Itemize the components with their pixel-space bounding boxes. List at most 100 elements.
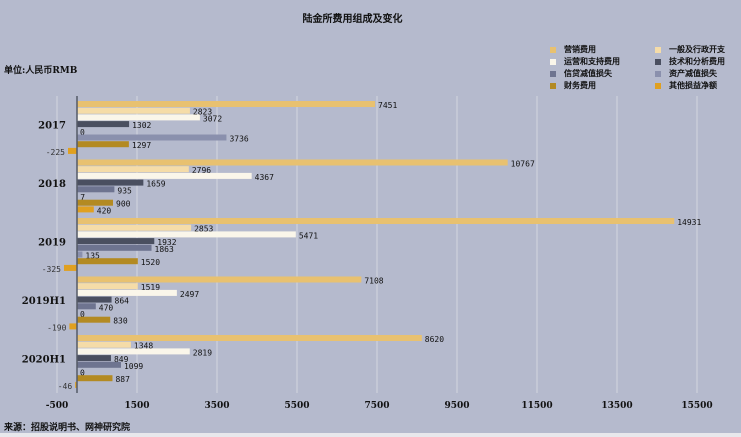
bar [77,199,113,206]
legend: 营销费用 一般及行政开支运营和支持费用 技术和分析费用信贷减值损失 资产减值损失财务费… [550,44,740,91]
data-label: 7451 [378,101,397,110]
bar [69,323,77,330]
data-label: 0 [80,369,85,378]
legend-item: 技术和分析费用 [655,56,740,67]
data-label: 470 [99,303,114,312]
bar [77,121,130,128]
x-tick-label: 7500 [364,401,389,411]
data-label: -46 [58,382,73,391]
data-label: 2497 [180,290,199,299]
data-label: 3072 [203,114,222,123]
x-tick-label: -500 [46,401,69,411]
data-label: 1297 [132,141,151,150]
legend-item: 其他损益净额 [655,80,740,91]
frame-border [0,433,741,437]
legend-item: 运营和支持费用 [550,56,655,67]
legend-label: 其他损益净额 [669,80,717,90]
legend-label: 运营和支持费用 [564,56,620,66]
data-label: 1099 [124,362,143,371]
bar [77,224,192,231]
bar [77,206,94,213]
bar [77,134,227,141]
data-label: 935 [117,186,132,195]
bar [77,335,422,341]
x-tick-label: 1500 [124,401,149,411]
bar [75,381,77,388]
legend-label: 信贷减值损失 [564,68,612,78]
x-tick-label: 9500 [444,401,469,411]
x-tick-label: 3500 [204,401,229,411]
data-label: 887 [115,375,130,384]
category-label: 2017 [38,120,66,131]
bar [77,283,138,290]
legend-item: 信贷减值损失 [550,68,655,79]
data-label: 14931 [677,218,701,227]
data-label: 1519 [141,283,160,292]
x-tick-label: 15500 [681,401,712,411]
chart-title-text: 陆金所费用组成及变化 [302,14,403,25]
legend-item: 财务费用 [550,80,655,91]
category-label: 2019 [38,237,66,248]
legend-swatch [655,58,661,65]
bar [77,141,129,148]
legend-label: 财务费用 [564,80,596,90]
data-label: 7108 [364,277,383,286]
legend-item: 营销费用 [550,44,655,55]
data-label: 1932 [157,238,176,247]
data-label: 5471 [299,231,318,240]
bar [77,179,144,186]
source-note: 来源：招股说明书、网神研究院 [4,423,131,433]
bar [77,341,131,348]
bar [64,264,77,271]
bar [77,172,252,179]
data-label: 135 [85,252,100,261]
data-label: 1302 [132,121,151,130]
data-label: 1863 [155,245,174,254]
bar [77,244,152,251]
bar [77,159,508,166]
bar [77,114,200,121]
data-label: 7 [80,193,85,202]
bar [77,258,138,265]
data-label: 10767 [511,160,535,169]
data-label: 849 [114,355,129,364]
bar [68,147,77,154]
legend-swatch [655,70,661,77]
bar [77,361,121,368]
data-label: -225 [46,148,65,157]
bar [77,303,96,310]
bar [77,348,190,355]
data-label: 830 [113,317,128,326]
data-label: 4367 [255,173,274,182]
data-label: 2819 [193,348,212,357]
chart-title: 陆金所费用组成及变化 [0,10,741,25]
data-label: 864 [115,297,130,306]
bar [77,251,83,258]
x-tick-label: 13500 [601,401,632,411]
legend-label: 营销费用 [564,44,596,54]
legend-item: 资产减值损失 [655,68,740,79]
legend-label: 一般及行政开支 [669,44,725,54]
legend-swatch [550,82,556,89]
bar [77,238,155,245]
bar [77,218,675,224]
data-label: 3736 [229,135,248,144]
bar [77,101,376,107]
data-label: 1348 [134,342,153,351]
bar [77,276,362,283]
data-label: -190 [47,323,66,332]
legend-label: 技术和分析费用 [669,56,725,66]
data-label: 0 [80,310,85,319]
category-label: 2019H1 [22,296,66,307]
data-label: 900 [116,200,131,209]
category-label: 2018 [38,179,66,190]
data-label: 420 [97,206,112,215]
data-label: 2823 [193,108,212,117]
bar [77,107,190,114]
data-label: 2853 [194,225,213,234]
legend-label: 资产减值损失 [669,68,717,78]
bar [77,231,296,238]
data-label: -325 [42,265,61,274]
legend-swatch [550,46,556,53]
